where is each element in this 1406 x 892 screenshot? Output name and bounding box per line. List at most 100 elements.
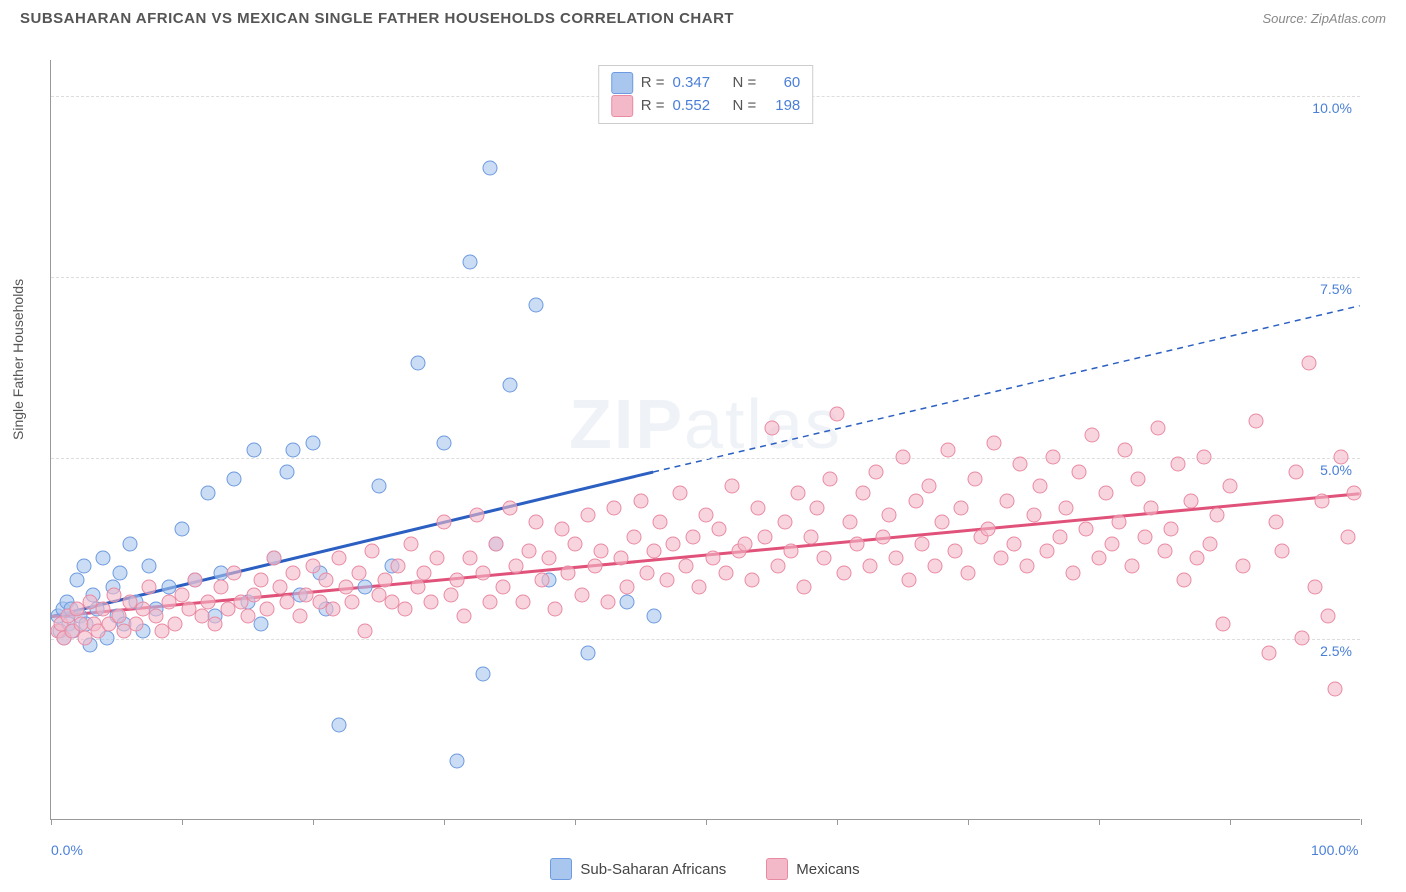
data-point <box>816 551 831 566</box>
data-point <box>718 565 733 580</box>
data-point <box>489 536 504 551</box>
data-point <box>476 667 491 682</box>
data-point <box>1170 457 1185 472</box>
data-point <box>528 298 543 313</box>
data-point <box>129 616 144 631</box>
source-attribution: Source: ZipAtlas.com <box>1262 11 1386 26</box>
data-point <box>450 573 465 588</box>
data-point <box>1019 558 1034 573</box>
data-point <box>410 580 425 595</box>
data-point <box>1327 681 1342 696</box>
x-tick <box>444 819 445 825</box>
data-point <box>286 442 301 457</box>
legend-item: Mexicans <box>766 858 859 880</box>
data-point <box>456 609 471 624</box>
data-point <box>207 616 222 631</box>
r-value: 0.552 <box>673 95 725 118</box>
data-point <box>1308 580 1323 595</box>
data-point <box>1334 450 1349 465</box>
y-tick-label: 2.5% <box>1320 643 1352 659</box>
data-point <box>640 565 655 580</box>
data-point <box>947 544 962 559</box>
data-point <box>554 522 569 537</box>
data-point <box>620 580 635 595</box>
data-point <box>672 486 687 501</box>
data-point <box>437 515 452 530</box>
legend-swatch <box>550 858 572 880</box>
data-point <box>515 594 530 609</box>
data-point <box>1006 536 1021 551</box>
y-tick-label: 7.5% <box>1320 281 1352 297</box>
data-point <box>1046 450 1061 465</box>
data-point <box>1078 522 1093 537</box>
data-point <box>175 587 190 602</box>
x-tick <box>575 819 576 825</box>
data-point <box>961 565 976 580</box>
x-tick-label: 0.0% <box>51 842 83 858</box>
data-point <box>1268 515 1283 530</box>
data-point <box>522 544 537 559</box>
data-point <box>502 377 517 392</box>
data-point <box>113 565 128 580</box>
data-point <box>528 515 543 530</box>
data-point <box>247 587 262 602</box>
data-point <box>148 609 163 624</box>
y-tick-label: 5.0% <box>1320 462 1352 478</box>
data-point <box>319 573 334 588</box>
data-point <box>803 529 818 544</box>
data-point <box>1072 464 1087 479</box>
data-point <box>495 580 510 595</box>
x-tick <box>1230 819 1231 825</box>
data-point <box>1144 500 1159 515</box>
data-point <box>607 500 622 515</box>
data-point <box>391 558 406 573</box>
r-label: R = <box>641 72 665 95</box>
data-point <box>902 573 917 588</box>
data-point <box>253 616 268 631</box>
data-point <box>1118 442 1133 457</box>
data-point <box>915 536 930 551</box>
data-point <box>358 623 373 638</box>
data-point <box>1236 558 1251 573</box>
data-point <box>1183 493 1198 508</box>
data-point <box>541 551 556 566</box>
x-tick <box>313 819 314 825</box>
data-point <box>469 508 484 523</box>
data-point <box>112 609 127 624</box>
data-point <box>266 551 281 566</box>
legend-swatch <box>611 95 633 117</box>
data-point <box>273 580 288 595</box>
data-point <box>188 573 203 588</box>
data-point <box>771 558 786 573</box>
data-point <box>227 565 242 580</box>
data-point <box>928 558 943 573</box>
x-tick <box>706 819 707 825</box>
data-point <box>757 529 772 544</box>
data-point <box>443 587 458 602</box>
data-point <box>1150 421 1165 436</box>
data-point <box>76 558 91 573</box>
legend-stats: R =0.347N =60R =0.552N =198 <box>598 65 814 124</box>
legend-label: Sub-Saharan Africans <box>580 861 726 878</box>
data-point <box>581 508 596 523</box>
x-tick <box>182 819 183 825</box>
data-point <box>1052 529 1067 544</box>
n-label: N = <box>733 72 757 95</box>
data-point <box>679 558 694 573</box>
legend-swatch <box>766 858 788 880</box>
data-point <box>201 594 216 609</box>
data-point <box>450 754 465 769</box>
data-point <box>895 450 910 465</box>
data-point <box>712 522 727 537</box>
data-point <box>423 594 438 609</box>
data-point <box>653 515 668 530</box>
x-tick <box>1361 819 1362 825</box>
r-value: 0.347 <box>673 72 725 95</box>
n-label: N = <box>733 95 757 118</box>
data-point <box>1000 493 1015 508</box>
data-point <box>351 565 366 580</box>
data-point <box>790 486 805 501</box>
data-point <box>699 508 714 523</box>
data-point <box>463 254 478 269</box>
n-value: 198 <box>764 95 800 118</box>
